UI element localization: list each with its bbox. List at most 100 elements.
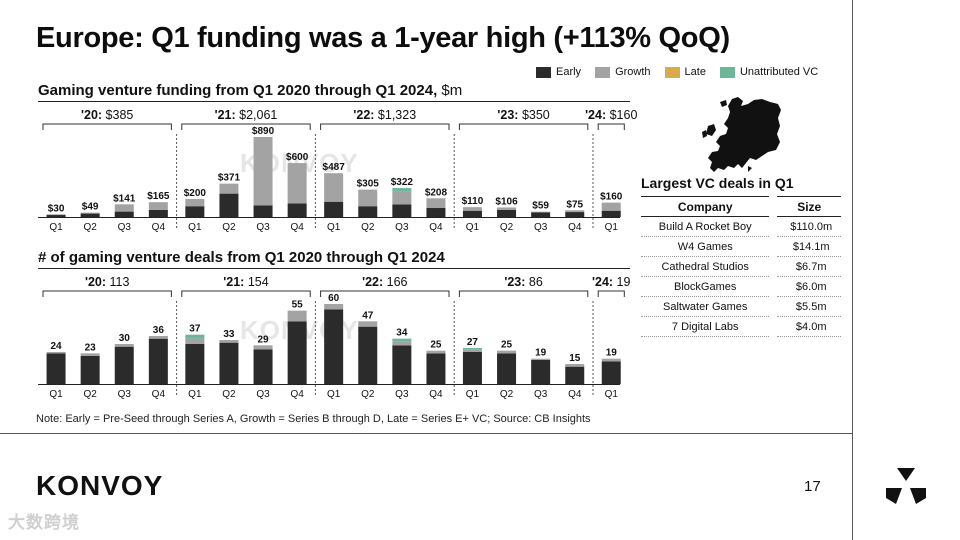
- deals-x-tick-label: Q1: [327, 389, 341, 400]
- funding-x-tick-label: Q1: [327, 222, 341, 233]
- deals-x-tick-label: Q1: [466, 389, 480, 400]
- funding-bar-value-label: $141: [113, 193, 136, 204]
- legend-swatch-growth: [595, 66, 611, 78]
- deals-x-tick-label: Q4: [568, 389, 582, 400]
- funding-bar-value-label: $890: [252, 126, 275, 137]
- funding-bar-value-label: $110: [462, 196, 484, 207]
- funding-x-tick-label: Q1: [188, 222, 202, 233]
- funding-bar-value-label: $487: [323, 162, 346, 173]
- legend-label-growth: Growth: [615, 66, 651, 78]
- funding-bar-value-label: $106: [495, 196, 518, 207]
- funding-bar-growth: [148, 202, 168, 210]
- funding-x-tick-label: Q1: [605, 222, 619, 233]
- deals-group-bracket: [320, 290, 450, 297]
- funding-bar-value-label: $371: [218, 173, 241, 184]
- funding-bar-early: [358, 206, 378, 217]
- funding-bar-early: [114, 211, 134, 217]
- funding-bar-growth: [253, 137, 273, 206]
- deal-size: $6.0m: [777, 276, 841, 297]
- funding-group-bracket: [181, 123, 311, 130]
- column-gap: [769, 297, 777, 317]
- deals-group-label: '20: 113: [85, 275, 129, 289]
- deals-group-bracket: [458, 290, 589, 297]
- deals-header-row: Company Size: [641, 196, 841, 217]
- funding-bar-growth: [80, 212, 100, 214]
- deals-bar-early: [46, 353, 66, 384]
- funding-chart-underline: [38, 101, 630, 102]
- funding-bar-unattributed-vc: [392, 188, 412, 192]
- funding-bar-growth: [462, 207, 482, 211]
- funding-x-tick-label: Q4: [429, 222, 443, 233]
- deals-bar-growth: [531, 358, 551, 360]
- deals-chart-underline: [38, 268, 630, 269]
- deal-company: Saltwater Games: [641, 296, 770, 317]
- funding-bar-growth: [426, 198, 446, 209]
- legend-swatch-early: [536, 66, 551, 78]
- funding-bar-value-label: $160: [600, 192, 623, 203]
- deals-bar-value-label: 34: [396, 328, 408, 339]
- deals-group-label: '23: 86: [504, 275, 542, 289]
- funding-bar-growth: [219, 183, 239, 194]
- deals-bar-growth: [80, 353, 100, 356]
- deals-x-tick-label: Q1: [49, 389, 63, 400]
- deals-group-bracket: [597, 290, 625, 297]
- funding-bar-value-label: $59: [532, 201, 549, 212]
- funding-bar-value-label: $208: [425, 187, 448, 198]
- column-gap: [769, 277, 777, 297]
- legend-item-early: Early: [536, 66, 581, 78]
- funding-bar-early: [531, 212, 551, 217]
- deals-bar-value-label: 30: [119, 333, 131, 344]
- funding-group-bracket: [458, 123, 589, 130]
- deals-group-total: 113: [106, 275, 129, 289]
- funding-chart-title: Gaming venture funding from Q1 2020 thro…: [38, 82, 462, 99]
- deals-bar-unattributed-vc: [185, 334, 205, 339]
- funding-bar-value-label: $305: [357, 179, 380, 190]
- funding-bar-early: [324, 201, 344, 217]
- funding-group-year: '20:: [81, 108, 102, 122]
- funding-x-tick-label: Q4: [290, 222, 304, 233]
- deals-bar-growth: [287, 310, 307, 322]
- funding-chart-title-text: Gaming venture funding from Q1 2020 thro…: [38, 82, 438, 99]
- deals-bar-early: [392, 345, 412, 384]
- deal-company: W4 Games: [641, 236, 770, 257]
- deals-bar-unattributed-vc: [462, 348, 482, 350]
- funding-group-label: '20: $385: [81, 108, 133, 122]
- funding-group-label: '24: $160: [585, 108, 637, 122]
- deals-bar-growth: [185, 338, 205, 344]
- funding-bar-growth: [497, 207, 517, 210]
- funding-bar-growth: [565, 210, 585, 213]
- deals-group-total: 154: [244, 275, 268, 289]
- funding-bar-value-label: $200: [184, 188, 207, 199]
- deals-group-total: 19: [613, 275, 630, 289]
- deals-bar-value-label: 55: [292, 300, 304, 311]
- europe-map-icon: [702, 97, 781, 172]
- legend-swatch-unattributed: [719, 66, 735, 78]
- column-gap: [769, 197, 777, 217]
- deals-bar-value-label: 25: [430, 340, 442, 351]
- funding-bar-value-label: $75: [566, 199, 583, 210]
- deals-x-tick-label: Q3: [534, 389, 548, 400]
- deals-x-tick-label: Q3: [395, 389, 409, 400]
- deals-x-tick-label: Q3: [118, 389, 132, 400]
- deal-company: Cathedral Studios: [641, 256, 770, 277]
- deals-bar-growth: [324, 304, 344, 310]
- deal-size: $4.0m: [777, 316, 841, 337]
- deals-bar-early: [148, 338, 168, 384]
- funding-bar-value-label: $165: [147, 191, 170, 202]
- deals-group-year: '21:: [223, 275, 244, 289]
- deal-size: $14.1m: [777, 236, 841, 257]
- funding-bar-early: [392, 204, 412, 217]
- deals-bar-growth: [392, 341, 412, 346]
- deals-bar-early: [358, 326, 378, 384]
- table-row: Build A Rocket Boy $110.0m: [641, 216, 841, 237]
- deals-group-year: '23:: [504, 275, 525, 289]
- deals-bar-early: [219, 342, 239, 384]
- legend-item-growth: Growth: [595, 66, 651, 78]
- funding-group-bracket: [42, 123, 172, 130]
- funding-bar-early: [462, 210, 482, 217]
- table-row: BlockGames $6.0m: [641, 276, 841, 297]
- deals-bar-growth: [462, 349, 482, 352]
- table-row: Saltwater Games $5.5m: [641, 296, 841, 317]
- deals-bar-early: [324, 309, 344, 384]
- deals-bar-early: [531, 360, 551, 384]
